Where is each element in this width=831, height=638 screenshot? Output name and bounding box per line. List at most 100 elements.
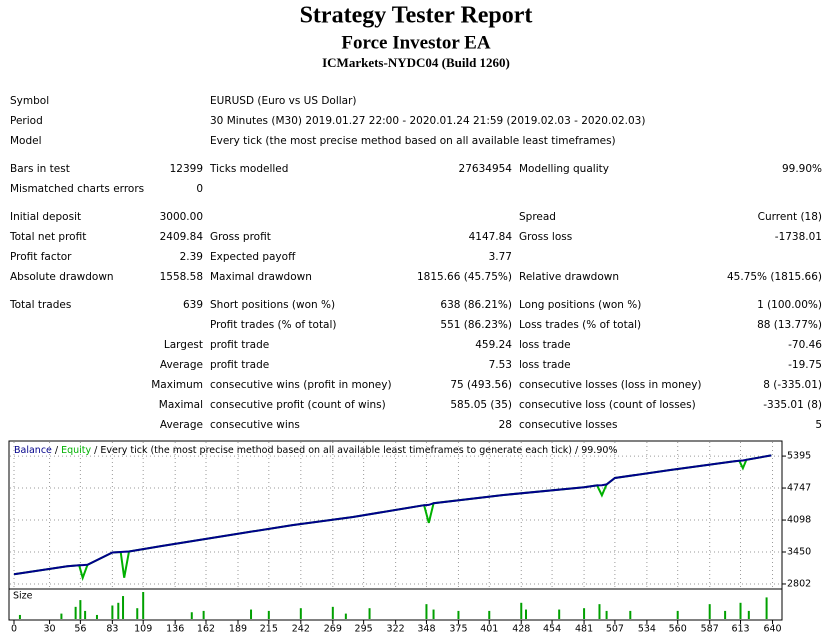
report-value: 4147.84 bbox=[469, 231, 513, 243]
size-bar bbox=[190, 612, 193, 619]
report-label: loss trade bbox=[519, 359, 571, 371]
report-label: Total net profit bbox=[9, 231, 86, 243]
report-value: 12399 bbox=[170, 163, 203, 175]
report-value: 1 (100.00%) bbox=[757, 299, 822, 311]
report-value: 0 bbox=[196, 183, 203, 195]
report-label: Gross profit bbox=[210, 231, 271, 243]
x-tick-label: 189 bbox=[229, 624, 247, 635]
size-bar bbox=[368, 608, 371, 619]
report-value: 75 (493.56) bbox=[450, 379, 512, 391]
x-tick-label: 162 bbox=[197, 624, 215, 635]
report-value: -1738.01 bbox=[775, 231, 822, 243]
report-value: -335.01 (8) bbox=[763, 399, 822, 411]
size-bar bbox=[250, 609, 253, 619]
report-value: Maximal bbox=[159, 399, 203, 411]
x-tick-label: 83 bbox=[106, 624, 118, 635]
report-value: 45.75% (1815.66) bbox=[727, 271, 822, 283]
x-tick-label: 375 bbox=[449, 624, 467, 635]
report-label: Gross loss bbox=[519, 231, 572, 243]
report-label: consecutive loss (count of losses) bbox=[519, 399, 696, 411]
x-tick-label: 322 bbox=[387, 624, 405, 635]
report-value: 3000.00 bbox=[160, 211, 203, 223]
report-label: Expected payoff bbox=[210, 251, 296, 263]
report-label: Initial deposit bbox=[10, 211, 81, 223]
x-tick-label: 507 bbox=[606, 624, 624, 635]
report-label: Profit trades (% of total) bbox=[210, 319, 337, 331]
report-value: 2.39 bbox=[180, 251, 203, 263]
report-label: Maximal drawdown bbox=[210, 271, 312, 283]
x-tick-label: 109 bbox=[134, 624, 152, 635]
size-bar bbox=[520, 602, 523, 619]
x-tick-label: 295 bbox=[355, 624, 373, 635]
report-label: Ticks modelled bbox=[209, 163, 288, 175]
legend-item: / bbox=[55, 445, 59, 456]
size-bar bbox=[739, 602, 742, 619]
report-value: 5 bbox=[815, 419, 822, 431]
size-bar bbox=[558, 609, 561, 619]
x-tick-label: 348 bbox=[417, 624, 435, 635]
size-bar bbox=[676, 610, 679, 619]
size-bar bbox=[142, 592, 145, 619]
report-value: 30 Minutes (M30) 2019.01.27 22:00 - 2020… bbox=[210, 115, 645, 127]
server-name: ICMarkets-NYDC04 (Build 1260) bbox=[322, 55, 510, 70]
size-bar bbox=[84, 610, 87, 619]
legend-item: / bbox=[94, 445, 98, 456]
size-bar bbox=[747, 610, 750, 619]
report-label: profit trade bbox=[210, 359, 269, 371]
x-tick-label: 30 bbox=[44, 624, 56, 635]
report-label: consecutive losses (loss in money) bbox=[519, 379, 702, 391]
report-label: Absolute drawdown bbox=[10, 271, 114, 283]
report-label: Short positions (won %) bbox=[210, 299, 335, 311]
size-bar bbox=[525, 609, 527, 619]
x-tick-label: 587 bbox=[701, 624, 719, 635]
report-label: Mismatched charts errors bbox=[10, 183, 144, 195]
report-value: Maximum bbox=[151, 379, 203, 391]
report-label: consecutive losses bbox=[519, 419, 617, 431]
x-tick-label: 481 bbox=[575, 624, 593, 635]
size-bar bbox=[432, 609, 435, 619]
report-label: loss trade bbox=[519, 339, 571, 351]
x-tick-label: 242 bbox=[292, 624, 310, 635]
x-tick-label: 613 bbox=[731, 624, 749, 635]
report-value: 1558.58 bbox=[160, 271, 203, 283]
x-tick-label: 560 bbox=[669, 624, 687, 635]
size-bar bbox=[425, 604, 428, 619]
report-value: EURUSD (Euro vs US Dollar) bbox=[210, 95, 357, 107]
size-bar bbox=[488, 610, 491, 619]
size-bar bbox=[122, 596, 125, 619]
report-label: consecutive wins (profit in money) bbox=[210, 379, 392, 391]
size-bar bbox=[344, 613, 347, 619]
report-label: Modelling quality bbox=[519, 163, 609, 175]
report-label: Model bbox=[10, 135, 42, 147]
report-value: 2409.84 bbox=[160, 231, 204, 243]
x-tick-label: 269 bbox=[324, 624, 342, 635]
report-value: -70.46 bbox=[788, 339, 822, 351]
report-label: Bars in test bbox=[10, 163, 70, 175]
size-bar bbox=[136, 608, 139, 619]
legend-item: Balance bbox=[14, 445, 52, 456]
report-value: 88 (13.77%) bbox=[757, 319, 822, 331]
y-tick-label: 5395 bbox=[787, 451, 811, 462]
size-bar bbox=[202, 610, 205, 619]
report-label: Loss trades (% of total) bbox=[519, 319, 641, 331]
chart-legend: Balance / Equity / Every tick (the most prec… bbox=[14, 445, 617, 456]
report-value: 7.53 bbox=[489, 359, 512, 371]
x-tick-label: 428 bbox=[512, 624, 530, 635]
report-subtitle: Force Investor EA bbox=[341, 32, 490, 53]
x-tick-label: 56 bbox=[74, 624, 86, 635]
x-tick-label: 401 bbox=[480, 624, 498, 635]
size-bar bbox=[60, 613, 63, 619]
y-tick-label: 4098 bbox=[787, 515, 811, 526]
report-value: 585.05 (35) bbox=[450, 399, 512, 411]
size-bar bbox=[267, 610, 270, 619]
size-bar bbox=[583, 608, 586, 619]
report-value: 8 (-335.01) bbox=[763, 379, 822, 391]
report-label: Spread bbox=[519, 211, 556, 223]
report-value: Current (18) bbox=[758, 211, 822, 223]
size-bar bbox=[79, 600, 82, 619]
report-label: Total trades bbox=[9, 299, 71, 311]
report-label: Long positions (won %) bbox=[519, 299, 641, 311]
report-value: Every tick (the most precise method base… bbox=[210, 135, 616, 147]
report-label: Profit factor bbox=[10, 251, 72, 263]
